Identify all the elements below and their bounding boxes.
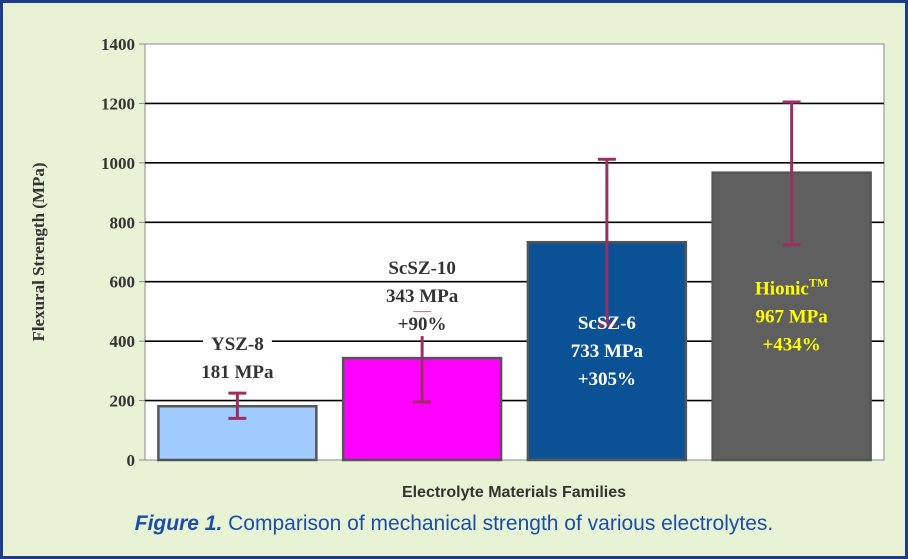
label-background (202, 332, 272, 357)
y-axis-label: Flexural Strength (MPa) (29, 162, 48, 341)
bar-label: 733 MPa (571, 341, 644, 362)
bar-labels: YSZ-8 181 MPa ScSZ-10 343 MPa +90% ScSZ-6 733 … (191, 256, 828, 390)
x-axis-label: Electrolyte Materials Families (402, 484, 626, 501)
y-axis-ticks: 0 200 400 600 800 1000 1200 1400 (101, 35, 145, 470)
y-tick-label: 800 (110, 213, 136, 232)
trademark-superscript: TM (809, 275, 828, 289)
bar-label: 343 MPa (386, 286, 459, 307)
y-tick-label: 1400 (101, 35, 135, 54)
y-tick-label: 1000 (101, 154, 135, 173)
label-background (393, 312, 452, 337)
caption-text: Comparison of mechanical strength of var… (222, 512, 774, 535)
bar-label: ScSZ-6 (578, 313, 636, 334)
bar-label: +90% (398, 314, 447, 335)
bar-label: +434% (762, 334, 820, 355)
y-tick-label: 200 (110, 392, 136, 411)
y-tick-label: 400 (110, 332, 136, 351)
y-tick-label: 600 (110, 273, 136, 292)
bar-label: 181 MPa (201, 362, 274, 383)
label-background (376, 256, 468, 281)
bar-label: +305% (578, 369, 636, 390)
y-tick-label: 0 (127, 451, 136, 470)
bar-label: 967 MPa (755, 306, 828, 327)
label-background (376, 284, 468, 309)
figure-number: Figure 1. (134, 512, 223, 535)
y-tick-label: 1200 (101, 94, 135, 113)
bar-label: ScSZ-10 (388, 258, 456, 279)
bar-label: YSZ-8 (211, 334, 264, 355)
bar (157, 404, 318, 462)
figure-caption: Figure 1. Comparison of mechanical stren… (0, 512, 908, 536)
label-background (191, 360, 283, 385)
